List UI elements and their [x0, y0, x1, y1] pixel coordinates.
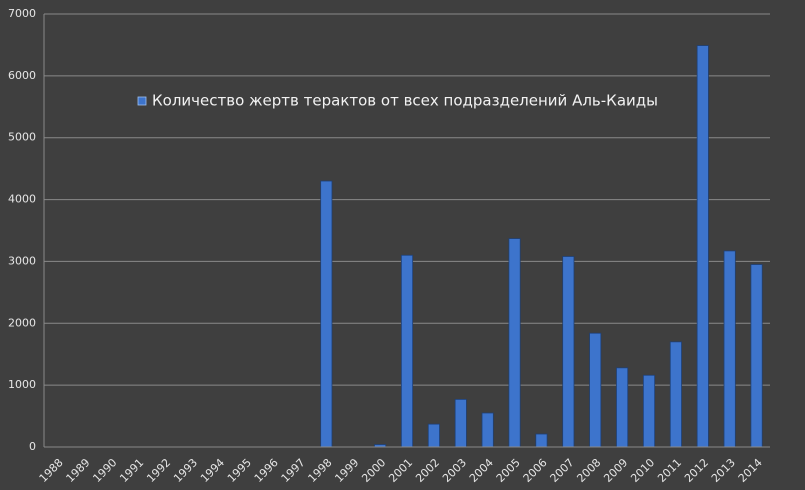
y-tick-label: 4000 — [8, 193, 36, 206]
bar — [750, 264, 763, 448]
y-tick-label: 3000 — [8, 254, 36, 267]
bar — [562, 256, 575, 448]
bar — [535, 433, 548, 448]
y-tick-label: 7000 — [8, 7, 36, 20]
y-tick-label: 6000 — [8, 69, 36, 82]
bar — [642, 374, 656, 448]
legend-label: Количество жертв терактов от всех подраз… — [152, 92, 658, 110]
bar — [427, 423, 440, 448]
legend-marker — [137, 96, 147, 106]
bar — [589, 332, 602, 448]
bar — [669, 341, 682, 448]
bar — [481, 412, 494, 448]
y-tick-label: 0 — [29, 440, 36, 453]
bar — [723, 250, 736, 448]
bar — [454, 398, 467, 448]
bar — [508, 238, 521, 448]
bar — [320, 180, 333, 448]
bar — [400, 254, 414, 448]
y-tick-label: 2000 — [8, 316, 36, 329]
bar — [616, 367, 629, 448]
y-tick-label: 1000 — [8, 378, 36, 391]
y-tick-label: 5000 — [8, 131, 36, 144]
bar — [696, 45, 709, 448]
